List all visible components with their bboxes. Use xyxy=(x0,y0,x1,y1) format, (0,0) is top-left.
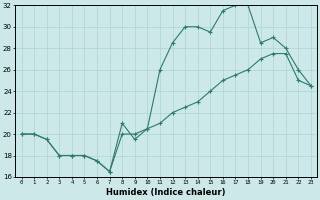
X-axis label: Humidex (Indice chaleur): Humidex (Indice chaleur) xyxy=(107,188,226,197)
